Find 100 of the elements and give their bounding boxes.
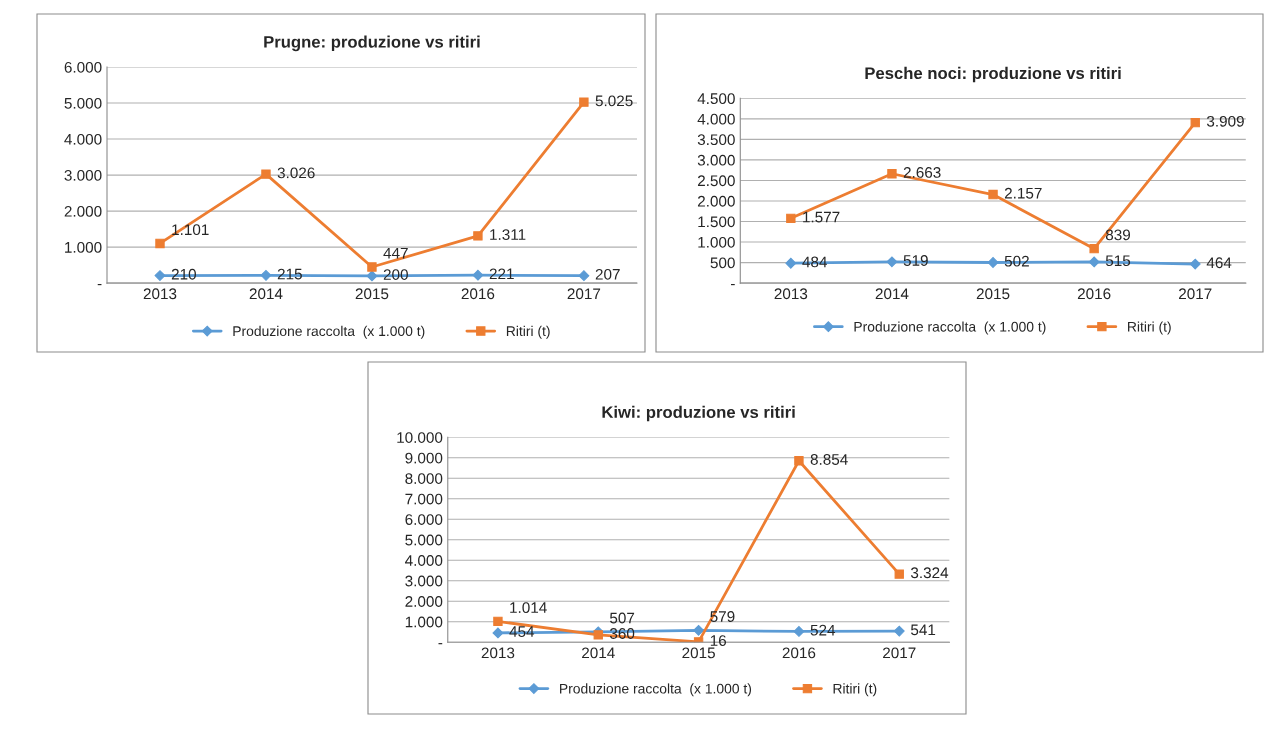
y-tick-label: 2.000 [697, 195, 735, 207]
data-label: 3.026 [277, 167, 315, 179]
point [893, 625, 905, 637]
x-tick-label: 2017 [567, 288, 601, 300]
y-tick-label: 7.000 [405, 493, 443, 505]
point [578, 270, 590, 282]
y-tick-label: 1.000 [698, 236, 735, 248]
point [472, 269, 484, 281]
point [887, 169, 897, 179]
y-tick-label: - [97, 283, 102, 286]
y-tick-label: 3.000 [405, 575, 443, 587]
legend-label: Produzione raccolta (x 1.000 t) [233, 325, 425, 339]
point [894, 569, 904, 579]
data-label: 210 [171, 268, 196, 280]
data-label: 507 [609, 612, 635, 624]
data-label: 447 [383, 247, 408, 259]
x-tick-label: 2017 [1179, 288, 1212, 300]
x-tick-label: 2015 [682, 647, 715, 659]
x-tick-label: 2016 [461, 288, 495, 300]
y-tick-label: 8.000 [405, 473, 443, 484]
y-tick-label: 4.000 [405, 555, 443, 566]
y-tick-label: 5.000 [64, 97, 102, 109]
point [493, 616, 503, 627]
y-tick-label: 6.000 [405, 514, 443, 525]
y-tick-label: 3.500 [697, 134, 735, 146]
y-tick-label: 2.000 [405, 596, 443, 607]
y-tick-label: 1.000 [405, 616, 443, 628]
legend-label: Ritiri (t) [1128, 321, 1171, 335]
data-label: 215 [277, 268, 302, 280]
y-tick-label: 3.000 [697, 154, 735, 166]
point [154, 270, 166, 281]
y-tick-label: 3.000 [64, 169, 102, 181]
data-label: 541 [910, 624, 936, 636]
x-tick-label: 2014 [249, 288, 283, 300]
x-tick-label: 2015 [976, 288, 1010, 300]
data-label: 839 [1105, 229, 1131, 241]
y-tick-label: 4.000 [64, 133, 102, 145]
y-tick-label: 1.000 [65, 241, 102, 253]
point [1089, 243, 1099, 254]
point [366, 270, 378, 282]
point [988, 189, 998, 200]
data-label: 221 [489, 268, 514, 280]
point [785, 257, 797, 269]
legend-label: Ritiri (t) [833, 683, 877, 697]
point [1190, 117, 1200, 128]
legend-label: Ritiri (t) [506, 325, 550, 339]
y-tick-label: 4.000 [697, 113, 735, 125]
point [886, 256, 898, 268]
x-tick-label: 2013 [481, 647, 515, 659]
data-label: 200 [383, 269, 408, 280]
data-label: 1.311 [490, 229, 526, 240]
y-tick-label: 6.000 [64, 61, 102, 73]
point [786, 213, 796, 224]
x-tick-label: 2016 [1077, 288, 1111, 300]
data-label: 2.157 [1004, 187, 1042, 199]
point [492, 627, 504, 639]
y-tick-label: 500 [710, 257, 735, 269]
point [155, 238, 165, 249]
x-tick-label: 2013 [774, 288, 808, 300]
point [793, 626, 805, 637]
x-tick-label: 2014 [582, 647, 615, 659]
y-tick-label: 2.000 [64, 205, 102, 217]
y-tick-label: - [438, 643, 443, 645]
data-label: 464 [1206, 257, 1232, 269]
data-label: 5.025 [595, 95, 633, 107]
x-tick-label: 2016 [782, 647, 816, 659]
point [473, 231, 483, 241]
data-label: 2.663 [903, 167, 941, 178]
data-label: 207 [595, 268, 620, 280]
point [593, 630, 603, 640]
y-tick-label: - [731, 283, 735, 286]
point [261, 169, 271, 179]
point [794, 456, 804, 466]
data-label: 360 [609, 628, 635, 639]
data-label: 515 [1105, 255, 1131, 267]
point [367, 262, 377, 272]
chart-title: Pesche noci: produzione vs ritiri [865, 66, 1121, 83]
chart-title: Prugne: produzione vs ritiri [264, 35, 480, 52]
point [260, 269, 272, 281]
x-tick-label: 2017 [883, 647, 916, 659]
y-tick-label: 2.500 [697, 175, 735, 187]
x-tick-label: 2013 [143, 288, 177, 300]
chart-title: Kiwi: produzione vs ritiri [602, 405, 795, 422]
data-label: 519 [903, 255, 928, 266]
data-label: 502 [1004, 255, 1029, 267]
legend-label: Produzione raccolta (x 1.000 t) [560, 683, 752, 697]
y-tick-label: 4.500 [697, 93, 735, 105]
legend-label: Produzione raccolta (x 1.000 t) [854, 321, 1046, 335]
data-label: 8.854 [810, 454, 848, 465]
x-tick-label: 2014 [875, 288, 909, 300]
y-tick-label: 5.000 [405, 534, 443, 546]
y-tick-label: 9.000 [405, 452, 443, 464]
y-tick-label: 1.500 [698, 216, 735, 228]
x-tick-label: 2015 [355, 288, 389, 300]
point [1189, 258, 1201, 270]
data-label: 3.909 [1206, 115, 1244, 127]
data-label: 16 [710, 635, 727, 646]
data-label: 1.014 [510, 602, 547, 614]
data-label: 454 [509, 626, 535, 637]
point [579, 97, 589, 107]
